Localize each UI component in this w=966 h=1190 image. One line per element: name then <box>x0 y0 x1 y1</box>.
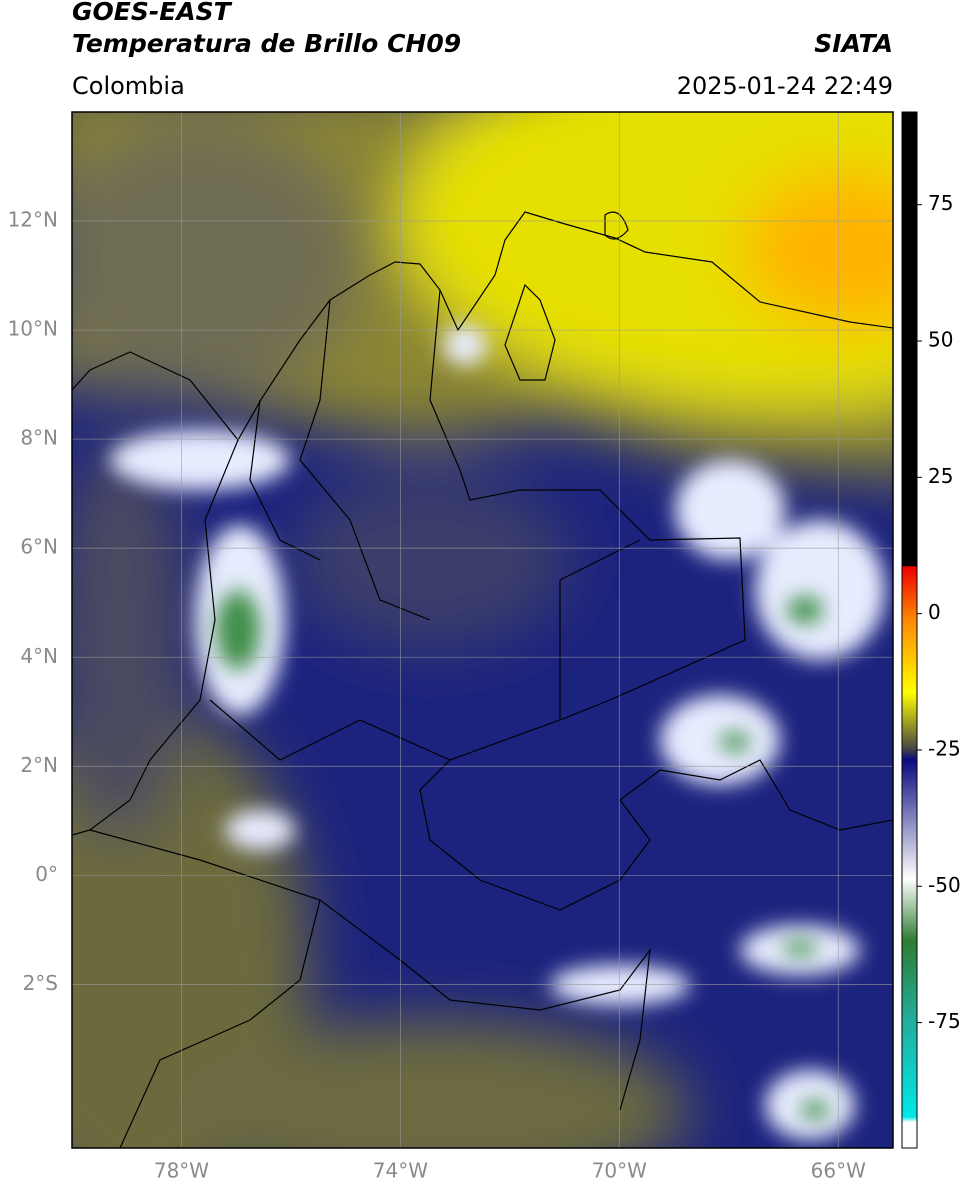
x-tick-label: 78°W <box>154 1159 209 1183</box>
y-tick-label: 10°N <box>8 317 58 341</box>
satellite-image <box>72 112 893 1148</box>
colorbar-tick-label: 0 <box>928 600 941 624</box>
datetime: 2025-01-24 22:49 <box>677 72 893 100</box>
x-tick-label: 66°W <box>811 1159 866 1183</box>
map-frame <box>71 111 894 1149</box>
y-tick-label: 12°N <box>8 208 58 232</box>
x-tick-label: 70°W <box>592 1159 647 1183</box>
colorbar-tick-label: -25 <box>928 736 961 760</box>
y-tick-label: 0° <box>35 862 58 886</box>
y-tick-label: 6°N <box>20 535 58 559</box>
colorbar-tick-label: 50 <box>928 328 953 352</box>
subtitle: Temperatura de Brillo CH09 <box>72 29 461 58</box>
region: Colombia <box>72 72 185 100</box>
y-tick-label: 2°S <box>23 971 58 995</box>
colorbar-tick-label: -50 <box>928 873 961 897</box>
title: GOES-EAST <box>72 0 233 26</box>
source: SIATA <box>814 29 893 58</box>
x-tick-label: 74°W <box>373 1159 428 1183</box>
y-tick-label: 2°N <box>20 753 58 777</box>
colorbar-tick-label: 25 <box>928 464 953 488</box>
colorbar-tick-label: 75 <box>928 191 953 215</box>
colorbar <box>901 111 918 1149</box>
y-tick-label: 8°N <box>20 426 58 450</box>
y-tick-label: 4°N <box>20 644 58 668</box>
grid <box>72 112 893 1148</box>
colorbar-tick-label: -75 <box>928 1009 961 1033</box>
